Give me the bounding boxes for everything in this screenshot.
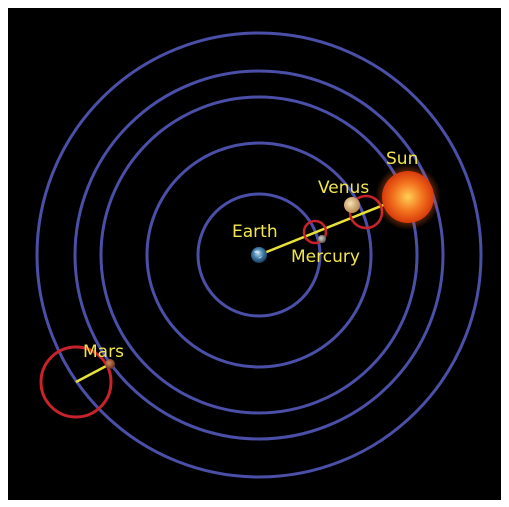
- mars-planet-icon: [105, 359, 115, 369]
- earth-label: Earth: [232, 222, 278, 242]
- sun-label: Sun: [386, 149, 418, 169]
- orbit-rings: [35, 31, 483, 479]
- mars-epicycle: [39, 345, 113, 419]
- mars-label: Mars: [83, 342, 124, 362]
- orbit-ring-3: [99, 95, 419, 415]
- venus-planet-icon: [344, 197, 360, 213]
- mercury-epicycle: [302, 219, 328, 245]
- sun-icon: [375, 164, 441, 230]
- orbit-ring-1: [196, 192, 322, 318]
- mercury-planet-icon: [318, 235, 326, 243]
- venus-label: Venus: [318, 178, 369, 198]
- orbit-ring-5: [35, 31, 483, 479]
- mercury-label: Mercury: [291, 247, 360, 267]
- orbit-ring-2: [145, 141, 373, 369]
- mars-connector: [75, 362, 111, 384]
- earth-planet-icon: [251, 247, 267, 263]
- orbit-ring-4: [73, 69, 445, 441]
